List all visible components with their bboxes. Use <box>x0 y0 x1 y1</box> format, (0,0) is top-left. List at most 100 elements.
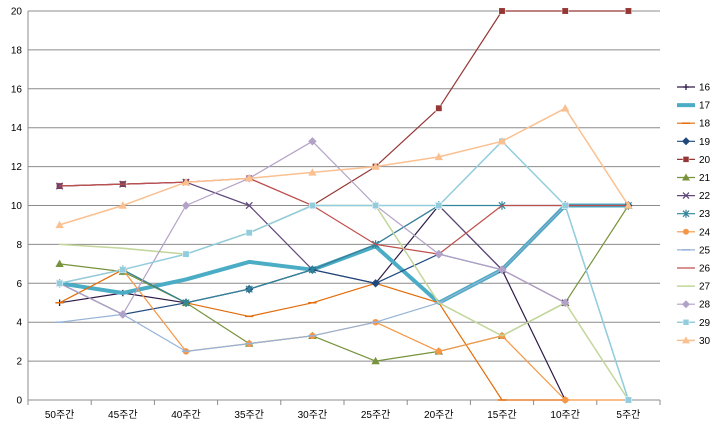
legend-marker <box>683 84 689 90</box>
series-line <box>57 203 631 305</box>
legend-item-28: 28 <box>677 300 711 311</box>
data-point <box>624 201 633 209</box>
data-point <box>245 201 253 210</box>
x-tick-label: 30주간 <box>298 409 328 421</box>
data-point <box>561 202 569 209</box>
legend-item-27: 27 <box>677 282 711 293</box>
x-tick-label: 5주간 <box>616 409 640 421</box>
legend-item-21: 21 <box>677 173 711 184</box>
legend-item-30: 30 <box>677 336 711 347</box>
legend-item-22: 22 <box>677 191 711 202</box>
series-line <box>58 140 630 401</box>
legend-label: 16 <box>699 83 711 94</box>
x-tick-label: 45주간 <box>108 409 138 421</box>
data-point <box>118 310 127 319</box>
y-tick-label: 18 <box>11 45 23 56</box>
y-tick-label: 10 <box>11 201 23 212</box>
data-point <box>624 396 632 404</box>
data-point <box>55 220 64 229</box>
data-point <box>182 298 190 307</box>
series-line <box>59 177 629 255</box>
data-point <box>181 201 191 210</box>
data-point <box>561 298 570 307</box>
series-23 <box>55 201 633 307</box>
series-line <box>58 204 630 401</box>
legend: 16 17 18 19 20 21 22 23 24 25 26 27 28 29 30 <box>677 83 711 347</box>
legend-marker <box>682 137 690 146</box>
data-point <box>56 279 64 287</box>
y-tick-label: 4 <box>16 318 22 329</box>
data-point <box>434 152 443 161</box>
legend-item-23: 23 <box>677 209 711 220</box>
data-point <box>308 168 317 176</box>
legend-item-29: 29 <box>677 318 711 329</box>
y-tick-label: 16 <box>11 84 23 95</box>
data-point <box>245 229 253 237</box>
series-29 <box>56 137 632 404</box>
data-point <box>118 201 127 209</box>
legend-label: 23 <box>699 209 711 220</box>
x-tick-label: 10주간 <box>550 409 580 421</box>
data-point <box>497 265 507 274</box>
y-tick-label: 6 <box>16 279 22 290</box>
legend-label: 27 <box>699 282 711 293</box>
data-point <box>497 137 507 145</box>
series-lines <box>55 7 633 404</box>
legend-label: 24 <box>699 227 711 238</box>
y-tick-label: 14 <box>11 123 23 134</box>
legend-label: 29 <box>699 318 711 329</box>
legend-item-24: 24 <box>677 227 711 238</box>
legend-item-16: 16 <box>677 83 711 94</box>
axes: 0 2 4 6 8 10 12 14 16 18 20 50주간 45주간 40주간 35주간 30주간 25주… <box>11 7 661 421</box>
x-tick-label: 35주간 <box>234 409 264 421</box>
data-point <box>182 250 190 258</box>
legend-label: 18 <box>699 119 711 130</box>
series-20 <box>56 7 632 209</box>
data-point <box>435 104 443 112</box>
legend-label: 17 <box>699 101 711 112</box>
data-point <box>245 284 253 294</box>
legend-item-17: 17 <box>677 101 711 112</box>
y-tick-label: 2 <box>16 357 22 368</box>
data-point <box>308 265 317 274</box>
data-point <box>308 202 316 209</box>
data-point <box>561 7 569 15</box>
data-point <box>435 202 443 209</box>
data-point <box>435 348 442 355</box>
legend-marker <box>682 336 690 344</box>
series-22 <box>55 178 569 307</box>
data-point <box>371 162 380 170</box>
data-point <box>372 202 380 209</box>
legend-label: 30 <box>699 336 711 347</box>
legend-label: 22 <box>699 191 711 202</box>
y-tick-label: 8 <box>16 240 22 251</box>
legend-label: 26 <box>699 264 711 275</box>
legend-marker <box>682 209 690 218</box>
legend-item-26: 26 <box>677 264 711 275</box>
series-27 <box>58 204 630 401</box>
legend-item-20: 20 <box>677 155 711 166</box>
data-point <box>308 137 317 146</box>
legend-label: 25 <box>699 245 711 256</box>
series-line <box>59 204 629 401</box>
series-30 <box>55 104 633 229</box>
series-line <box>58 107 630 226</box>
legend-marker <box>682 192 690 200</box>
data-point <box>371 279 380 288</box>
x-tick-label: 20주간 <box>424 409 454 421</box>
legend-item-19: 19 <box>677 137 711 148</box>
x-tick-label: 25주간 <box>361 409 391 421</box>
y-tick-label: 0 <box>16 396 22 407</box>
x-tick-label: 40주간 <box>171 409 201 421</box>
legend-marker <box>682 319 690 326</box>
legend-label: 21 <box>699 173 711 184</box>
data-point <box>624 7 632 15</box>
series-26 <box>59 177 629 255</box>
data-point <box>371 356 380 365</box>
x-tick-label: 50주간 <box>45 409 75 421</box>
legend-marker <box>682 300 690 309</box>
data-point <box>434 249 443 259</box>
data-point <box>562 396 569 404</box>
legend-label: 28 <box>699 300 711 311</box>
